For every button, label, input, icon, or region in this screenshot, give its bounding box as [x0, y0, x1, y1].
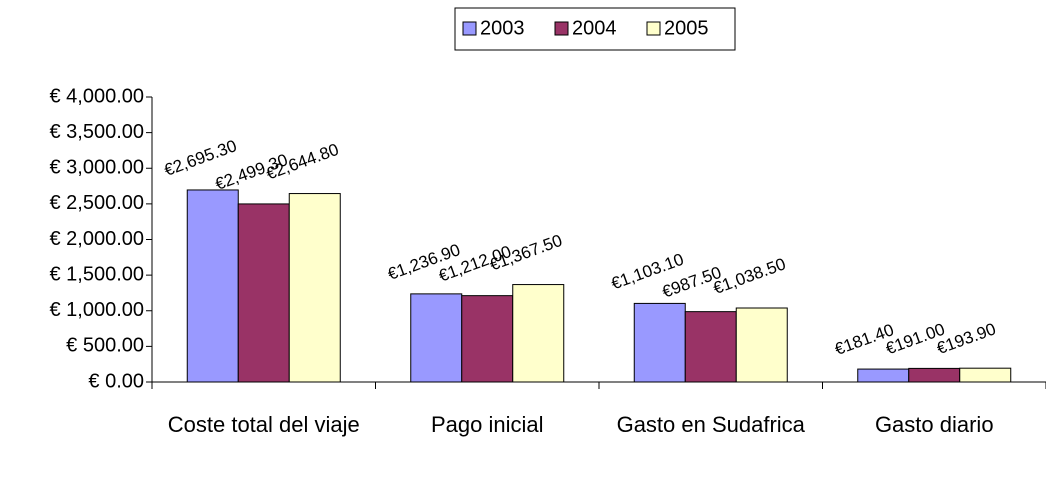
- bar: [908, 367, 961, 383]
- bar: [237, 203, 290, 383]
- bar: [857, 368, 910, 383]
- bar: [288, 193, 341, 383]
- x-tick-label: Pago inicial: [430, 412, 544, 437]
- bar: [633, 302, 686, 383]
- legend-swatch: [554, 21, 569, 36]
- bar: [684, 311, 737, 383]
- value-label: €1,038.50: [711, 254, 789, 298]
- bar: [735, 307, 788, 383]
- y-tick-label: € 2,000.00: [49, 228, 144, 250]
- legend-label: 2003: [480, 17, 525, 39]
- y-tick-label: € 3,000.00: [49, 157, 144, 179]
- legend-box: [454, 7, 736, 51]
- bar: [186, 189, 239, 383]
- y-tick-label: € 1,000.00: [49, 299, 144, 321]
- y-tick-label: € 500.00: [66, 335, 144, 357]
- y-tick-label: € 2,500.00: [49, 192, 144, 214]
- x-tick-label: Coste total del viaje: [167, 412, 360, 437]
- x-tick-label: Gasto en Sudafrica: [616, 412, 805, 437]
- legend-swatch: [462, 21, 477, 36]
- y-tick-label: € 1,500.00: [49, 263, 144, 285]
- bar: [461, 295, 514, 383]
- legend-label: 2004: [572, 17, 617, 39]
- value-label: €1,367.50: [487, 231, 565, 275]
- legend-label: 2005: [664, 17, 709, 39]
- bar: [410, 293, 463, 383]
- y-tick-label: € 0.00: [88, 370, 144, 392]
- value-label: €193.90: [934, 319, 998, 358]
- y-tick-label: € 3,500.00: [49, 121, 144, 143]
- x-tick-label: Gasto diario: [874, 412, 994, 437]
- bar: [512, 284, 565, 383]
- legend-swatch: [646, 21, 661, 36]
- y-tick-label: € 4,000.00: [49, 85, 144, 107]
- value-label: €2,644.80: [264, 140, 342, 184]
- bar: [959, 367, 1012, 383]
